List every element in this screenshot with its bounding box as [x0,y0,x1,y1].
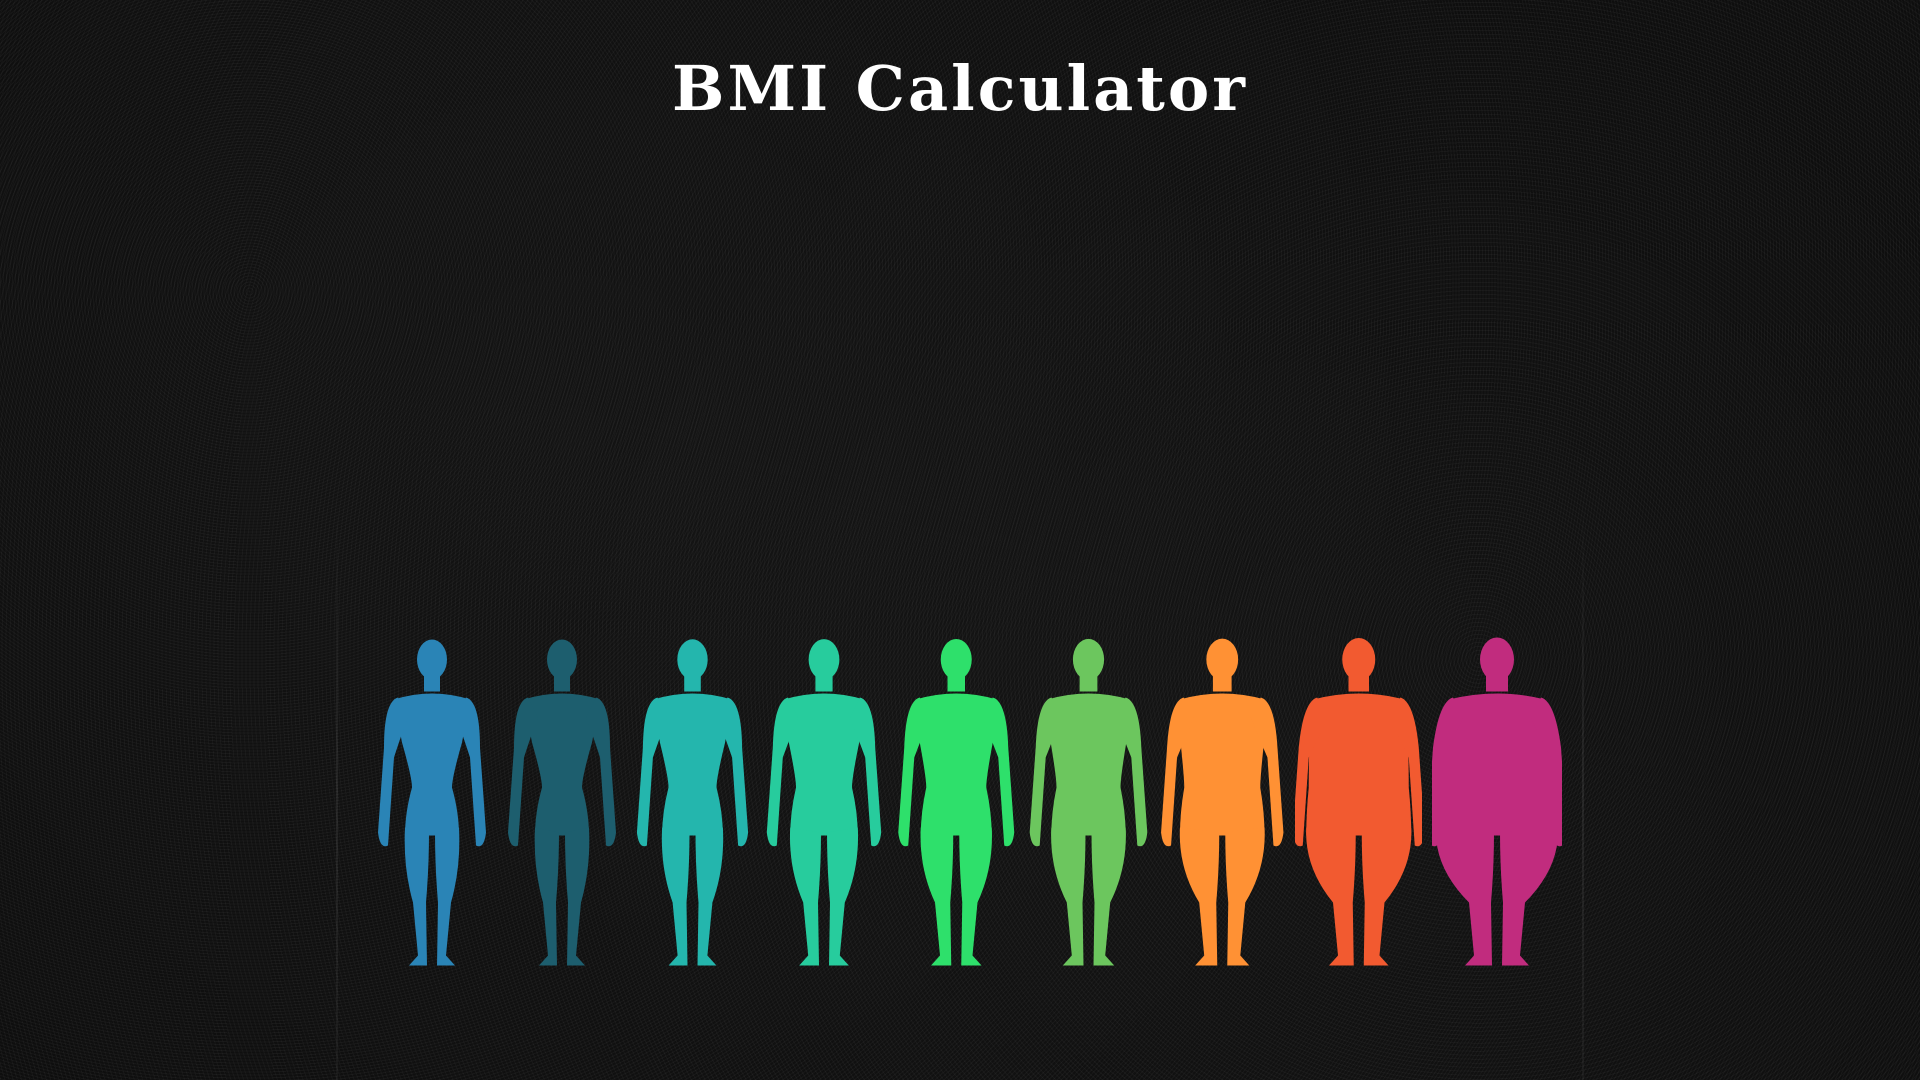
body-silhouette-icon [1027,635,1150,970]
body-silhouette-icon [502,635,622,970]
body-silhouette-icon [1160,635,1285,970]
right-panel-edge [1582,500,1584,1080]
body-silhouette-icon [372,635,492,970]
body-silhouette-icon [632,635,753,970]
body-silhouette-icon [895,635,1018,970]
left-panel-edge [336,500,338,1080]
body-silhouette-icon [1294,635,1423,970]
body-silhouette-icon [1432,635,1562,970]
body-silhouette-icon [763,635,885,970]
body-silhouette-row [372,630,1562,970]
page-title: BMI Calculator [672,52,1248,125]
